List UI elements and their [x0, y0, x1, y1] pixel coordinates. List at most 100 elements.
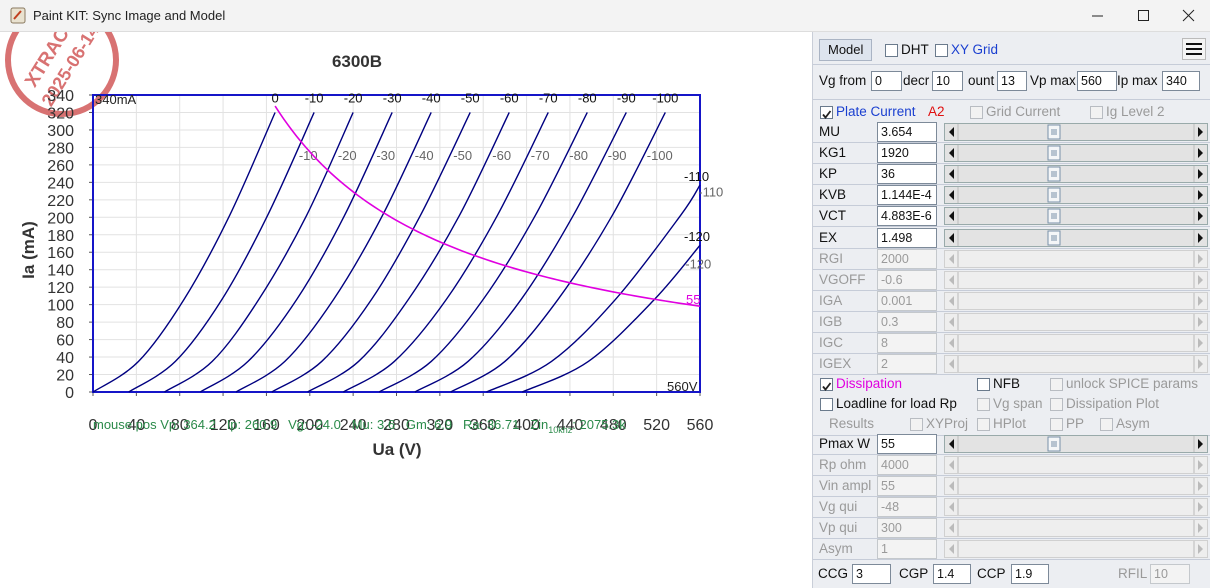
slider: [944, 291, 1208, 310]
text-field[interactable]: 340: [1162, 71, 1200, 91]
close-button[interactable]: [1182, 9, 1195, 22]
chart: XTRACT 2025-06-14 6300B02040608010012014…: [0, 32, 812, 588]
model-button[interactable]: Model: [819, 39, 873, 61]
checkbox[interactable]: [935, 44, 948, 57]
checkbox[interactable]: [820, 398, 833, 411]
text-field: 8: [877, 333, 937, 353]
text-field[interactable]: 560: [1077, 71, 1117, 91]
checkbox-label: Plate Current: [836, 104, 916, 119]
param-label: Asym: [819, 541, 853, 556]
slider-graphics: [949, 271, 1203, 288]
param-label: VCT: [819, 208, 846, 224]
separator: [813, 353, 1210, 354]
curve-label: -10: [305, 90, 324, 105]
model-curve-label: -100: [647, 148, 673, 163]
checkbox-label: NFB: [993, 376, 1020, 391]
checkbox-label: XY Grid: [951, 42, 999, 57]
dissipation-label: 55: [686, 292, 700, 307]
text-field[interactable]: 1920: [877, 143, 937, 164]
title-bar: Paint KIT: Sync Image and Model: [0, 0, 1210, 32]
slider: [944, 498, 1208, 516]
x-tick-label: 120: [210, 417, 237, 434]
checkbox: [1090, 106, 1103, 119]
menu-icon: [1182, 38, 1206, 60]
checkbox-label: Loadline for load Rp: [836, 396, 957, 411]
param-label: KP: [819, 166, 838, 182]
text-field[interactable]: 13: [997, 71, 1027, 91]
model-curve-label: -50: [453, 148, 472, 163]
x-tick-label: 400: [513, 417, 540, 434]
text-field: 4000: [877, 455, 937, 475]
slider-graphics: [949, 436, 1203, 452]
separator: [813, 538, 1210, 539]
text-field[interactable]: 0: [871, 71, 902, 91]
text-field[interactable]: 55: [877, 434, 937, 454]
cap-label: RFIL: [1118, 566, 1148, 581]
x-tick-label: 280: [383, 417, 410, 434]
separator: [813, 310, 1210, 312]
model-curve-label: -110: [698, 184, 723, 199]
text-field[interactable]: 3: [852, 564, 891, 584]
text-field[interactable]: 1.498: [877, 227, 937, 248]
slider-graphics: [949, 208, 1203, 225]
slider[interactable]: [944, 207, 1208, 226]
separator: [813, 163, 1210, 165]
checkbox-label: Dissipation Plot: [1066, 396, 1160, 411]
checkbox: [1050, 418, 1063, 431]
y-tick-label: 240: [47, 175, 74, 192]
checkbox[interactable]: [885, 44, 898, 57]
y-tick-label: 300: [47, 123, 74, 140]
tube-curve: [235, 112, 432, 393]
text-field[interactable]: 36: [877, 164, 937, 185]
slider-graphics: [949, 313, 1203, 330]
maximize-button[interactable]: [1138, 10, 1149, 21]
x-tick-label: 480: [600, 417, 627, 434]
checkbox[interactable]: [820, 106, 833, 119]
checkbox: [1050, 378, 1063, 391]
tube-curve: [378, 112, 588, 393]
slider-graphics: [949, 166, 1203, 183]
text-field[interactable]: 4.883E-6: [877, 206, 937, 227]
x-tick-label: 0: [89, 417, 98, 434]
window-title: Paint KIT: Sync Image and Model: [33, 8, 225, 23]
tube-curve: [128, 112, 315, 393]
text-field[interactable]: 1.4: [933, 564, 971, 584]
y-tick-label: 280: [47, 140, 74, 157]
model-curve-label: -30: [376, 148, 395, 163]
text-field[interactable]: 10: [932, 71, 963, 91]
curve-label: -60: [500, 90, 519, 105]
slider[interactable]: [944, 435, 1208, 453]
slider-graphics: [949, 478, 1203, 494]
checkbox[interactable]: [820, 378, 833, 391]
checkbox-label: Vg span: [993, 396, 1043, 411]
checkbox-label: Grid Current: [986, 104, 1061, 119]
menu-button[interactable]: [1182, 38, 1206, 65]
model-curve-label: -90: [608, 148, 627, 163]
slider[interactable]: [944, 165, 1208, 184]
separator: [813, 142, 1210, 143]
param-label: KG1: [819, 145, 847, 161]
text-field[interactable]: 1.9: [1011, 564, 1049, 584]
tube-curve: [199, 112, 393, 393]
y-tick-label: 180: [47, 228, 74, 245]
slider[interactable]: [944, 123, 1208, 141]
x-tick-label: 520: [643, 417, 670, 434]
slider[interactable]: [944, 186, 1208, 205]
text-field: 0.3: [877, 311, 937, 332]
text-field[interactable]: 3.654: [877, 122, 937, 142]
y-tick-label: 60: [56, 333, 74, 350]
param-label: Vin ampl: [819, 478, 872, 493]
slider[interactable]: [944, 228, 1208, 247]
text-field[interactable]: 1.144E-4: [877, 185, 937, 206]
status-sub: 10khz: [548, 425, 573, 435]
checkbox[interactable]: [977, 378, 990, 391]
model-curve-label: -120: [685, 256, 711, 271]
x-tick-label: 160: [253, 417, 280, 434]
curve-label: -50: [461, 90, 480, 105]
separator: [813, 496, 1210, 497]
checkbox: [970, 106, 983, 119]
x-tick-label: 360: [470, 417, 497, 434]
param-label: Rp ohm: [819, 457, 867, 472]
slider[interactable]: [944, 144, 1208, 163]
status-text: mouse pos Vp: 364.2 Ip: 260.9 Vg: -24.0 …: [93, 417, 548, 432]
